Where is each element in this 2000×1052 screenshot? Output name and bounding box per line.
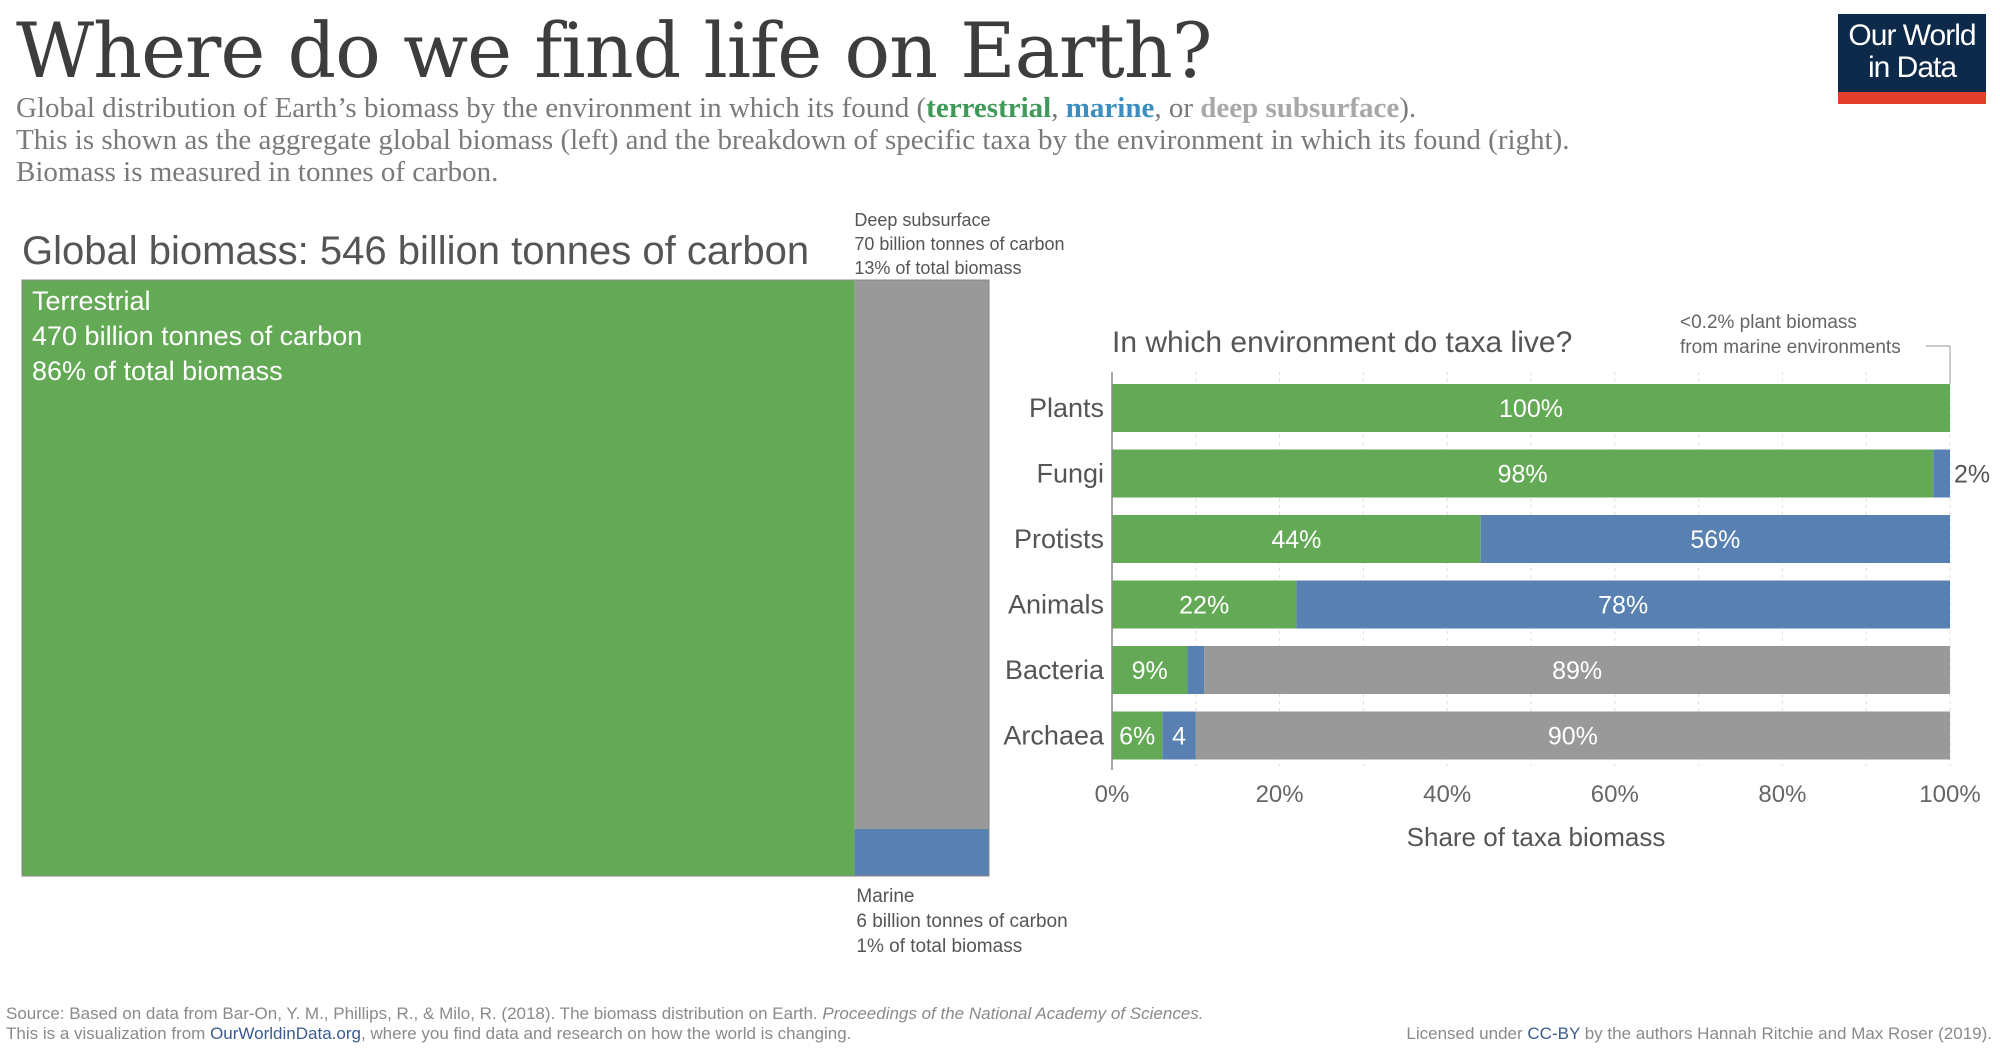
annotation-line-1: <0.2% plant biomass — [1680, 312, 1857, 333]
terrestrial-value-label: 470 billion tonnes of carbon — [32, 321, 362, 351]
annotation-line-2: from marine environments — [1680, 337, 1901, 358]
bar-value-label: 4 — [1172, 723, 1186, 751]
viz-text: This is a visualization from — [6, 1024, 211, 1043]
deep-subsurface-value-label: 70 billion tonnes of carbon — [854, 234, 1064, 254]
bar-value-label: 22% — [1179, 592, 1229, 620]
bar-value-label: 44% — [1271, 526, 1321, 554]
chart-title: Where do we find life on Earth? — [16, 6, 1213, 95]
bar-segment — [1296, 580, 1950, 629]
marine-value-label: 6 billion tonnes of carbon — [856, 911, 1067, 932]
keyword-marine: marine — [1065, 92, 1155, 124]
subtitle-line-1: Global distribution of Earth’s biomass b… — [16, 92, 1416, 125]
treemap-deep-subsurface-block — [854, 280, 989, 829]
bar-value-label: 98% — [1498, 461, 1548, 489]
keyword-terrestrial: terrestrial — [926, 92, 1052, 124]
deep-subsurface-share-label: 13% of total biomass — [854, 258, 1021, 278]
bar-value-label: 90% — [1548, 723, 1598, 751]
annotation-connector — [1926, 345, 1951, 384]
subtitle-suffix: ). — [1399, 92, 1417, 124]
marine-name-label: Marine — [856, 886, 914, 907]
treemap-title: Global biomass: 546 billion tonnes of ca… — [22, 229, 809, 273]
category-label: Fungi — [1036, 459, 1104, 489]
bar-value-label: 89% — [1552, 657, 1602, 685]
category-label: Plants — [1029, 393, 1104, 423]
category-label: Protists — [1014, 524, 1104, 554]
deep-subsurface-name-label: Deep subsurface — [854, 210, 990, 230]
bar-segment — [1112, 711, 1163, 760]
bar-segment — [1112, 580, 1297, 629]
treemap-terrestrial-block — [22, 280, 855, 876]
license-note: Licensed under CC-BY by the authors Hann… — [1406, 1024, 1992, 1044]
subtitle-line-2: This is shown as the aggregate global bi… — [16, 124, 1570, 156]
source-note: Source: Based on data from Bar-On, Y. M.… — [6, 1004, 1204, 1024]
source-journal: Proceedings of the National Academy of S… — [822, 1004, 1204, 1023]
license-text-suffix: by the authors Hannah Ritchie and Max Ro… — [1579, 1024, 1992, 1043]
owid-logo[interactable]: Our World in Data — [1838, 14, 1986, 104]
chart-area: Global biomass: 546 billion tonnes of ca… — [21, 210, 1990, 957]
bar-segment — [1112, 515, 1481, 563]
category-label: Bacteria — [1005, 655, 1105, 685]
logo-line-1: Our World — [1848, 19, 1976, 52]
subtitle-separator: , — [1051, 92, 1066, 124]
owid-link[interactable]: OurWorldinData.org — [210, 1024, 361, 1043]
treemap-marine-block — [854, 828, 989, 876]
x-tick-label: 60% — [1591, 781, 1639, 808]
bar-segment — [1187, 646, 1205, 694]
cc-by-link[interactable]: CC-BY — [1527, 1024, 1580, 1043]
x-axis-label: Share of taxa biomass — [1407, 822, 1666, 852]
bar-segment — [1162, 711, 1196, 760]
bar-segment — [1195, 711, 1950, 760]
bar-chart-title: In which environment do taxa live? — [1112, 326, 1572, 359]
marine-share-label: 1% of total biomass — [856, 936, 1022, 957]
x-tick-label: 100% — [1919, 781, 1980, 808]
source-text: Source: Based on data from Bar-On, Y. M.… — [6, 1004, 823, 1023]
bar-segment — [1204, 646, 1950, 694]
bar-value-label: 2% — [1954, 461, 1990, 489]
viz-note: This is a visualization from OurWorldinD… — [6, 1024, 851, 1044]
keyword-deep-subsurface: deep subsurface — [1200, 92, 1400, 124]
treemap-border — [21, 279, 990, 877]
bar-segment — [1480, 515, 1950, 563]
terrestrial-name-label: Terrestrial — [32, 286, 151, 316]
license-text: Licensed under — [1406, 1024, 1528, 1043]
x-tick-label: 80% — [1758, 781, 1806, 808]
logo-line-2: in Data — [1867, 51, 1957, 84]
terrestrial-share-label: 86% of total biomass — [32, 356, 283, 386]
subtitle-line-3: Biomass is measured in tonnes of carbon. — [16, 156, 499, 188]
x-tick-label: 0% — [1095, 781, 1130, 808]
category-label: Animals — [1008, 590, 1104, 620]
subtitle-separator: , or — [1154, 92, 1201, 124]
bar-value-label: 6% — [1119, 723, 1155, 751]
x-tick-label: 40% — [1423, 781, 1471, 808]
bar-segment — [1933, 449, 1950, 498]
bar-segment — [1112, 449, 1934, 498]
viz-text-suffix: , where you find data and research on ho… — [360, 1024, 852, 1043]
bar-segment — [1112, 646, 1188, 694]
bar-value-label: 100% — [1499, 395, 1563, 423]
bar-value-label: 9% — [1132, 657, 1168, 685]
bar-value-label: 78% — [1598, 592, 1648, 620]
bar-value-label: 56% — [1690, 526, 1740, 554]
subtitle-text: Global distribution of Earth’s biomass b… — [16, 92, 927, 124]
bar-segment — [1112, 384, 1950, 432]
x-tick-label: 20% — [1256, 781, 1304, 808]
category-label: Archaea — [1003, 721, 1105, 751]
